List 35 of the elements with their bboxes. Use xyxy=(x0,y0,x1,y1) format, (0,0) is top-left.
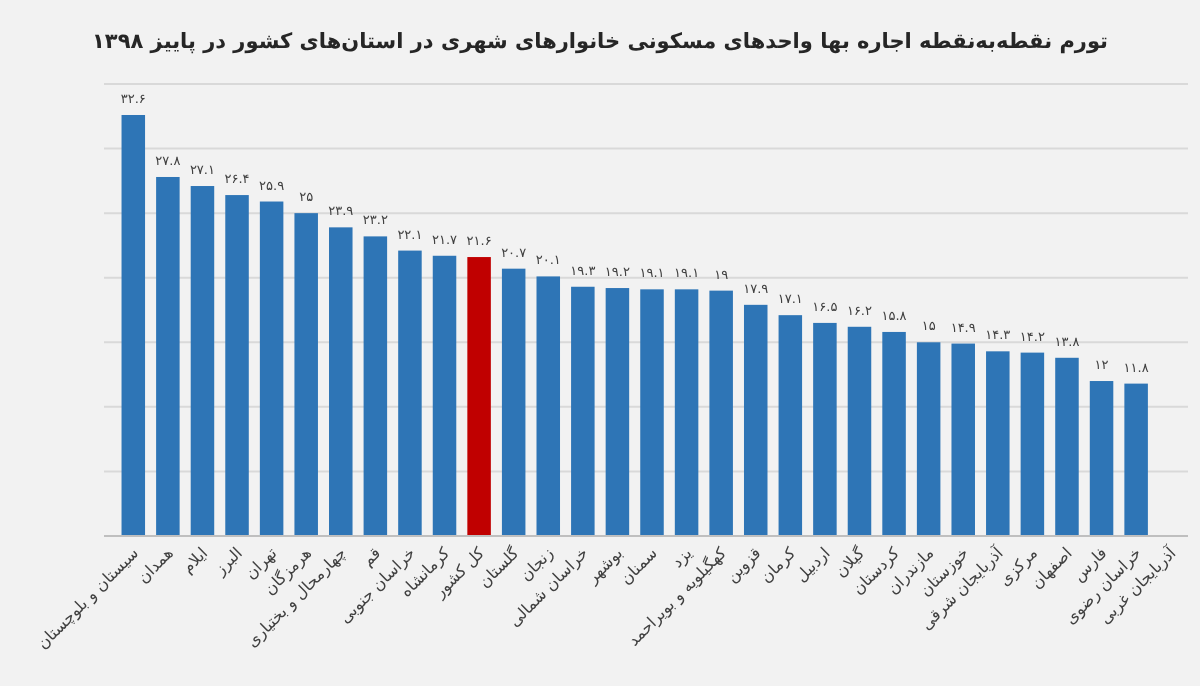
bar xyxy=(1020,352,1045,536)
bar xyxy=(536,276,561,536)
bar xyxy=(259,201,284,536)
x-tick-label: البرز xyxy=(210,544,246,580)
bar xyxy=(847,326,872,536)
bar xyxy=(190,186,215,536)
bar xyxy=(329,227,353,536)
bar xyxy=(1055,357,1079,536)
chart-title: تورم نقطه‌به‌نقطه اجاره بها واحدهای مسکونی خانوارهای شهری در استان‌های کشور در پاییز ۱۳۹۸ xyxy=(92,30,1109,54)
x-tick-label: بوشهر xyxy=(582,544,627,589)
bar xyxy=(467,257,491,536)
bar xyxy=(916,342,941,536)
bar xyxy=(674,289,699,536)
bar xyxy=(1124,383,1148,536)
bar xyxy=(501,268,526,536)
x-tick-label: قم xyxy=(358,543,385,570)
bar xyxy=(951,343,975,536)
bar xyxy=(813,322,837,536)
bar xyxy=(432,255,457,536)
bar xyxy=(398,250,422,536)
bar xyxy=(743,304,768,536)
bar xyxy=(363,236,388,536)
bar xyxy=(121,114,146,536)
bar xyxy=(225,195,249,536)
bar xyxy=(1089,381,1114,536)
bar xyxy=(156,176,180,536)
bar xyxy=(294,213,318,536)
bar xyxy=(778,315,803,536)
bar xyxy=(571,286,595,536)
bar xyxy=(640,289,664,536)
x-tick-label: ایلام xyxy=(178,544,212,577)
bar xyxy=(605,288,630,536)
bar xyxy=(986,351,1010,536)
bar xyxy=(882,331,906,536)
bar xyxy=(709,290,733,536)
